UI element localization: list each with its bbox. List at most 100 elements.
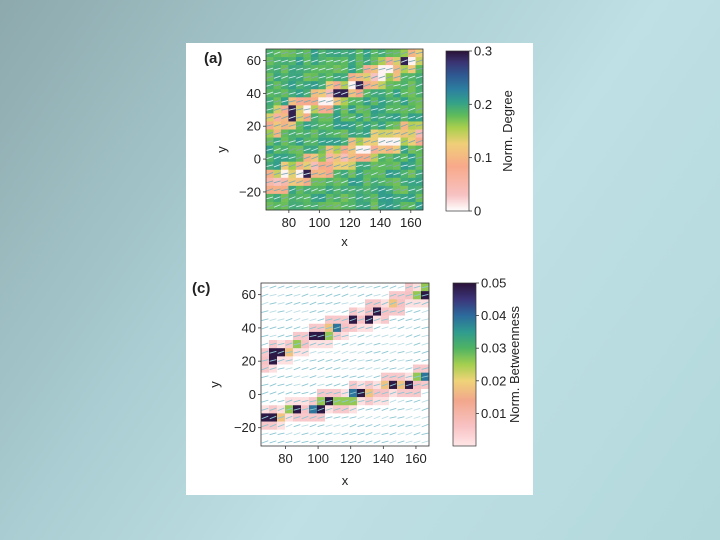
flow-arrow — [269, 359, 277, 362]
flow-arrow — [378, 204, 386, 208]
flow-arrow — [333, 310, 341, 313]
flow-arrow — [355, 180, 363, 184]
flow-arrow — [309, 375, 317, 379]
flow-arrow — [357, 367, 365, 370]
flow-arrow — [348, 59, 356, 63]
flow-arrow — [408, 75, 416, 79]
flow-arrow — [341, 116, 348, 119]
flow-arrow — [309, 408, 317, 411]
flow-arrow — [355, 99, 363, 103]
flow-arrow — [405, 432, 413, 436]
flow-arrow — [293, 310, 301, 313]
flow-arrow — [357, 334, 365, 338]
flow-arrow — [277, 310, 285, 313]
flow-arrow — [389, 310, 397, 313]
flow-arrow — [296, 196, 304, 200]
flow-arrow — [363, 188, 371, 192]
flow-arrow — [349, 326, 357, 330]
flow-arrow — [303, 67, 311, 71]
flow-arrow — [285, 391, 293, 395]
flow-arrow — [365, 375, 373, 379]
flow-arrow — [405, 391, 413, 395]
flow-arrow — [303, 51, 311, 55]
flow-arrow — [301, 415, 309, 420]
flow-arrow — [301, 400, 309, 403]
flow-arrow — [378, 124, 386, 127]
flow-arrow — [355, 67, 363, 71]
flow-arrow — [385, 204, 393, 208]
flow-arrow — [266, 100, 274, 103]
flow-arrow — [421, 383, 429, 387]
flow-arrow — [408, 148, 416, 151]
flow-arrow — [421, 359, 429, 362]
flow-arrow — [281, 100, 289, 103]
flow-arrow — [293, 326, 301, 330]
flow-arrow — [285, 301, 293, 305]
flow-arrow — [378, 132, 386, 135]
flow-arrow — [389, 334, 397, 338]
flow-arrow — [301, 318, 309, 321]
flow-arrow — [341, 140, 348, 144]
flow-arrow — [400, 123, 408, 128]
flow-arrow — [349, 375, 357, 378]
x-tick-label: 160 — [400, 215, 422, 230]
flow-arrow — [309, 342, 317, 346]
flow-arrow — [333, 156, 341, 160]
flow-arrow — [325, 440, 333, 444]
flow-arrow — [285, 293, 293, 297]
flow-arrow — [357, 383, 365, 387]
flow-arrow — [293, 424, 301, 428]
flow-arrow — [413, 399, 421, 403]
flow-arrow — [385, 140, 393, 143]
flow-arrow — [389, 391, 397, 395]
flow-arrow — [365, 415, 373, 420]
flow-arrow — [397, 424, 405, 428]
flow-arrow — [301, 293, 309, 297]
flow-arrow — [373, 301, 381, 306]
flow-arrow — [355, 91, 363, 95]
flow-arrow — [397, 359, 405, 362]
flow-arrow — [415, 99, 423, 103]
flow-arrow — [309, 334, 317, 338]
flow-arrow — [277, 302, 285, 305]
flow-arrow — [393, 196, 401, 200]
flow-arrow — [318, 92, 326, 95]
flow-arrow — [349, 309, 357, 314]
flow-arrow — [326, 180, 334, 184]
flow-arrow — [397, 309, 405, 314]
flow-arrow — [405, 285, 413, 289]
flow-arrow — [348, 51, 356, 55]
flow-arrow — [370, 51, 378, 55]
flow-arrow — [385, 156, 393, 159]
flow-arrow — [261, 375, 269, 379]
y-tick-label: 40 — [247, 86, 261, 101]
flow-arrow — [341, 75, 348, 79]
flow-arrow — [317, 440, 325, 444]
flow-arrow — [288, 115, 296, 119]
flow-arrow — [277, 334, 285, 338]
flow-arrow — [357, 440, 365, 444]
colorbar-tick-label: 0.3 — [474, 44, 492, 59]
flow-arrow — [277, 318, 285, 321]
flow-arrow — [400, 99, 408, 103]
flow-arrow — [266, 116, 274, 119]
flow-arrow — [296, 180, 304, 184]
flow-arrow — [293, 375, 301, 379]
flow-arrow — [285, 375, 293, 379]
flow-arrow — [421, 399, 429, 403]
flow-arrow — [325, 399, 333, 403]
flow-arrow — [415, 107, 423, 111]
flow-arrow — [317, 358, 325, 363]
flow-arrow — [413, 318, 421, 322]
flow-arrow — [400, 148, 408, 152]
flow-arrow — [326, 123, 333, 128]
flow-arrow — [301, 432, 309, 436]
flow-arrow — [363, 196, 371, 200]
flow-arrow — [340, 196, 349, 200]
flow-arrow — [326, 116, 334, 119]
flow-arrow — [296, 108, 304, 111]
flow-arrow — [333, 334, 341, 338]
flow-arrow — [357, 342, 365, 346]
colorbar-tick-label: 0.03 — [481, 341, 506, 356]
flow-arrow — [413, 424, 421, 427]
